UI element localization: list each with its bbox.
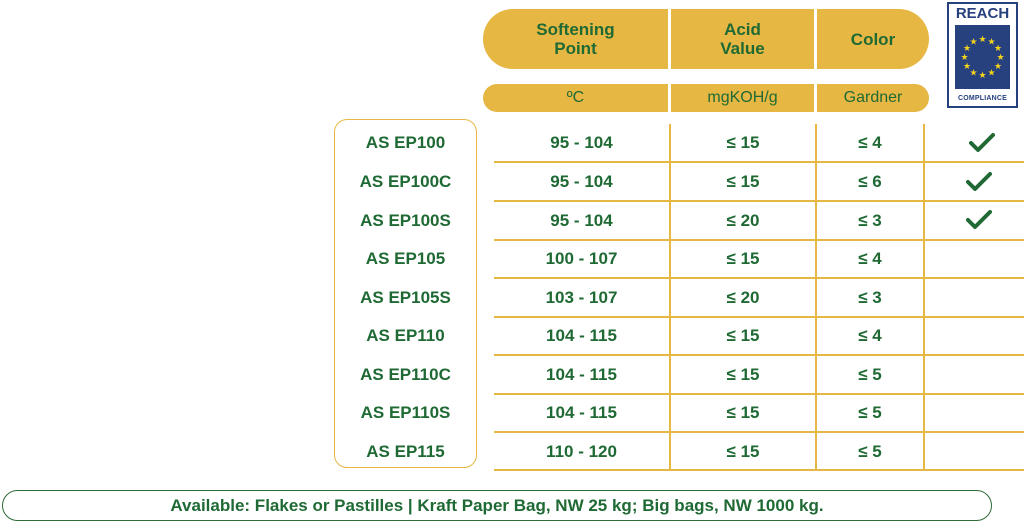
svg-text:★: ★ bbox=[996, 53, 1004, 63]
product-name: AS EP110C bbox=[360, 365, 451, 384]
acid-value: ≤ 15 bbox=[726, 249, 760, 268]
color-value: ≤ 4 bbox=[858, 249, 882, 268]
product-name: AS EP105S bbox=[360, 288, 451, 307]
row-divider bbox=[494, 354, 1024, 356]
acid-value: ≤ 15 bbox=[726, 172, 760, 191]
svg-text:★: ★ bbox=[969, 38, 977, 48]
softening-point-value: 110 - 120 bbox=[546, 442, 617, 461]
acid-value: ≤ 20 bbox=[726, 211, 760, 230]
product-name: AS EP110S bbox=[360, 403, 451, 422]
row-divider bbox=[494, 431, 1024, 433]
row-divider bbox=[494, 277, 1024, 279]
acid-value: ≤ 15 bbox=[726, 326, 760, 345]
softening-point-value: 95 - 104 bbox=[550, 133, 613, 152]
color-value: ≤ 4 bbox=[858, 133, 882, 152]
reach-compliance-badge: REACH ★ ★ ★ ★ ★ ★ ★ ★ ★ ★ ★ ★ COMPLIANCE bbox=[947, 2, 1018, 108]
softening-point-value: 100 - 107 bbox=[545, 249, 618, 268]
check-icon bbox=[966, 172, 992, 191]
color-value: ≤ 4 bbox=[858, 326, 882, 345]
column-divider bbox=[815, 124, 817, 469]
acid-value: ≤ 15 bbox=[726, 442, 760, 461]
softening-point-value: 104 - 115 bbox=[546, 403, 617, 422]
header-acid-value: Acid Value bbox=[671, 9, 814, 69]
unit-softening-point: ºC bbox=[483, 84, 668, 112]
product-name: AS EP110 bbox=[366, 326, 445, 345]
check-icon bbox=[966, 210, 992, 229]
color-value: ≤ 3 bbox=[858, 288, 882, 307]
color-value: ≤ 3 bbox=[858, 211, 882, 230]
row-divider bbox=[494, 200, 1024, 202]
product-name: AS EP115 bbox=[366, 442, 445, 461]
header-softening-point: Softening Point bbox=[483, 9, 668, 69]
svg-text:★: ★ bbox=[987, 38, 995, 48]
softening-point-value: 95 - 104 bbox=[550, 211, 613, 230]
svg-text:★: ★ bbox=[978, 71, 986, 81]
unit-acid-value: mgKOH/g bbox=[671, 84, 814, 112]
color-value: ≤ 6 bbox=[858, 172, 882, 191]
svg-text:★: ★ bbox=[978, 35, 986, 45]
row-divider bbox=[494, 316, 1024, 318]
reach-badge-subtitle: COMPLIANCE bbox=[957, 95, 1008, 102]
softening-point-value: 95 - 104 bbox=[550, 172, 613, 191]
svg-text:★: ★ bbox=[987, 69, 995, 79]
unit-color: Gardner bbox=[817, 84, 929, 112]
softening-point-value: 104 - 115 bbox=[546, 365, 617, 384]
svg-text:★: ★ bbox=[960, 53, 968, 63]
color-value: ≤ 5 bbox=[858, 442, 882, 461]
availability-note: Available: Flakes or Pastilles | Kraft P… bbox=[2, 490, 992, 521]
product-name: AS EP105 bbox=[365, 249, 446, 268]
table-bottom-border bbox=[494, 469, 1024, 471]
softening-point-value: 103 - 107 bbox=[545, 288, 618, 307]
reach-badge-title: REACH bbox=[955, 5, 1010, 22]
header-color: Color bbox=[817, 9, 929, 69]
acid-value: ≤ 15 bbox=[726, 403, 760, 422]
softening-point-value: 104 - 115 bbox=[546, 326, 617, 345]
column-divider bbox=[669, 124, 671, 469]
acid-value: ≤ 15 bbox=[726, 133, 760, 152]
row-divider bbox=[494, 161, 1024, 163]
svg-text:★: ★ bbox=[963, 62, 971, 72]
svg-text:★: ★ bbox=[994, 62, 1002, 72]
product-column-frame bbox=[334, 119, 477, 468]
svg-text:★: ★ bbox=[994, 44, 1002, 54]
product-name: AS EP100S bbox=[360, 211, 451, 230]
svg-text:★: ★ bbox=[969, 69, 977, 79]
product-name: AS EP100 bbox=[365, 133, 446, 152]
column-divider bbox=[923, 124, 925, 469]
eu-flag-icon: ★ ★ ★ ★ ★ ★ ★ ★ ★ ★ ★ ★ bbox=[955, 25, 1010, 89]
svg-text:★: ★ bbox=[963, 44, 971, 54]
color-value: ≤ 5 bbox=[858, 403, 882, 422]
acid-value: ≤ 15 bbox=[726, 365, 760, 384]
check-icon bbox=[969, 133, 995, 152]
product-name: AS EP100C bbox=[359, 172, 452, 191]
color-value: ≤ 5 bbox=[858, 365, 882, 384]
row-divider bbox=[494, 393, 1024, 395]
acid-value: ≤ 20 bbox=[726, 288, 760, 307]
row-divider bbox=[494, 239, 1024, 241]
